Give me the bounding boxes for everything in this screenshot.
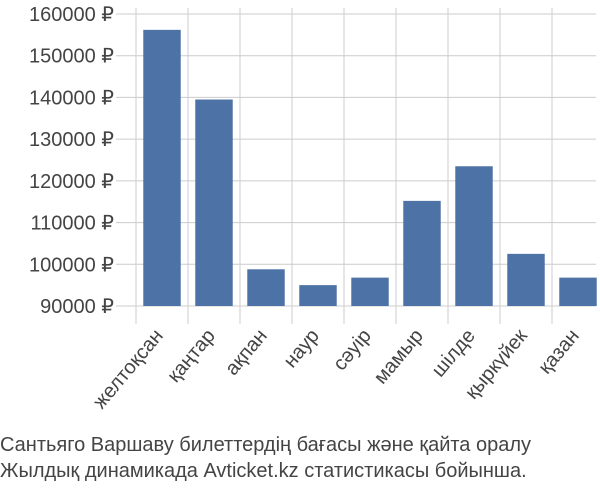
- bar: [299, 285, 337, 306]
- bar: [143, 29, 181, 306]
- x-tick-label: қазан: [534, 325, 584, 378]
- bar: [403, 200, 441, 306]
- x-tick-label: шілде: [428, 325, 480, 381]
- chart-caption: Сантьяго Варшаву билеттердің бағасы және…: [0, 432, 600, 484]
- y-tick-label: 160000 ₽: [29, 4, 114, 26]
- y-tick-label: 100000 ₽: [29, 254, 114, 276]
- x-tick-label: наур: [279, 325, 323, 372]
- x-tick-label: желтоқсан: [89, 325, 168, 413]
- x-tick-label: мамыр: [370, 325, 428, 388]
- bar: [247, 269, 285, 306]
- x-tick-label: қаңтар: [163, 325, 220, 387]
- bars: [143, 29, 597, 306]
- bar: [507, 253, 545, 306]
- caption-line-1: Сантьяго Варшаву билеттердің бағасы және…: [0, 434, 532, 456]
- y-tick-label: 130000 ₽: [29, 129, 114, 151]
- grid-lines: [116, 8, 596, 324]
- bar-chart: 90000 ₽ 100000 ₽ 110000 ₽ 120000 ₽ 130000 ₽ 1…: [29, 4, 597, 413]
- y-axis-ticks: 90000 ₽ 100000 ₽ 110000 ₽ 120000 ₽ 130000 ₽ 1…: [29, 4, 114, 318]
- y-tick-label: 150000 ₽: [29, 46, 114, 68]
- y-tick-label: 110000 ₽: [30, 213, 114, 235]
- bar: [351, 277, 389, 306]
- bar: [195, 99, 233, 306]
- bar: [455, 166, 493, 306]
- caption-line-2: Жылдық динамикада Avticket.kz статистика…: [0, 460, 527, 482]
- x-tick-label: сәуір: [329, 325, 376, 375]
- y-tick-label: 120000 ₽: [29, 171, 114, 193]
- bar: [559, 277, 597, 306]
- y-tick-label: 140000 ₽: [29, 87, 114, 109]
- x-tick-label: ақпан: [221, 325, 272, 380]
- y-tick-label: 90000 ₽: [40, 296, 114, 318]
